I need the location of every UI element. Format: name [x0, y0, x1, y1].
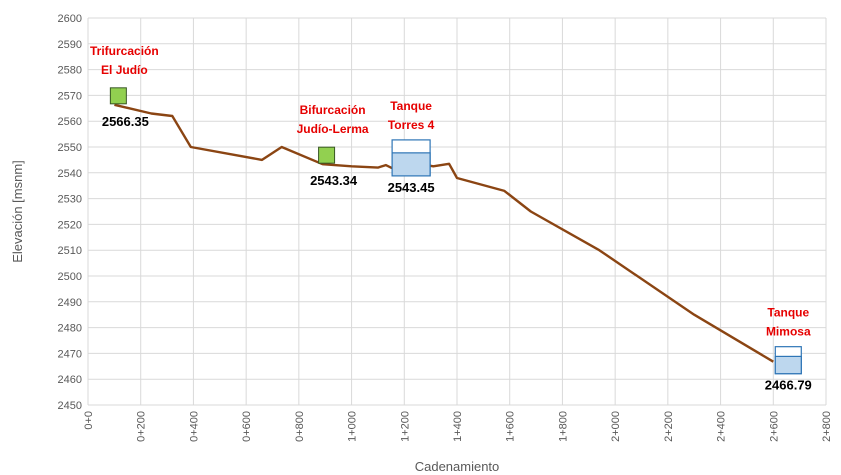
junction-node-marker: [109, 87, 127, 105]
structure-markers: [109, 87, 802, 375]
x-tick-label: 1+600: [505, 411, 517, 442]
y-tick-label: 2520: [58, 219, 82, 231]
x-tick-label: 1+400: [452, 411, 464, 442]
junction-node-marker: [318, 146, 336, 164]
elevation-profile-line: [114, 103, 774, 363]
y-axis-ticks: 2450 2460 2470 2480 2490 2500 2510 2520 2530 2540…: [58, 13, 82, 412]
x-tick-label: 2+200: [663, 411, 675, 442]
x-tick-label: 0+400: [188, 411, 200, 442]
y-tick-label: 2490: [58, 297, 82, 309]
tank-water-level: [774, 355, 802, 375]
elevation-value-label: 2466.79: [765, 378, 812, 393]
y-tick-label: 2510: [58, 245, 82, 257]
y-tick-label: 2560: [58, 116, 82, 128]
elevation-value-label: 2566.35: [102, 114, 149, 129]
y-tick-label: 2600: [58, 13, 82, 25]
y-tick-label: 2570: [58, 90, 82, 102]
x-tick-label: 2+600: [768, 411, 780, 442]
grid-lines: [87, 17, 827, 406]
elevation-value-label: 2543.34: [310, 173, 358, 188]
y-tick-label: 2460: [58, 374, 82, 386]
y-tick-label: 2590: [58, 39, 82, 51]
x-tick-label: 0+200: [136, 411, 148, 442]
structure-name-line-2: Torres 4: [388, 118, 435, 132]
tank-water-level: [391, 152, 431, 177]
structure-name-line-2: Judío-Lerma: [297, 122, 369, 136]
structure-name-line-1: Tanque: [767, 306, 809, 320]
structure-name-line-2: Mimosa: [766, 325, 811, 339]
x-tick-label: 1+000: [347, 411, 359, 442]
x-tick-label: 2+000: [610, 411, 622, 442]
y-axis-title: Elevación [msnm]: [10, 160, 25, 263]
x-tick-label: 2+400: [716, 411, 728, 442]
x-tick-label: 2+800: [821, 411, 833, 442]
x-axis-ticks: 0+0 0+200 0+400 0+600 0+800 1+000 1+200 1+400 1+…: [83, 411, 833, 442]
x-tick-label: 0+600: [241, 411, 253, 442]
y-tick-label: 2550: [58, 142, 82, 154]
structure-name-line-1: Trifurcación: [90, 44, 159, 58]
x-tick-label: 0+0: [83, 411, 95, 430]
y-tick-label: 2540: [58, 168, 82, 180]
annotation-labels: Trifurcación El Judío 2566.35 Bifurcación Ju…: [90, 44, 812, 393]
x-tick-label: 1+800: [557, 411, 569, 442]
elevation-value-label: 2543.45: [388, 180, 435, 195]
y-tick-label: 2480: [58, 323, 82, 335]
x-tick-label: 0+800: [294, 411, 306, 442]
y-tick-label: 2500: [58, 271, 82, 283]
y-tick-label: 2470: [58, 348, 82, 360]
y-tick-label: 2580: [58, 65, 82, 77]
x-axis-title: Cadenamiento: [415, 459, 500, 474]
y-tick-label: 2530: [58, 194, 82, 206]
structure-name-line-1: Tanque: [390, 99, 432, 113]
series-lines: [114, 103, 774, 363]
structure-name-line-2: El Judío: [101, 63, 148, 77]
y-tick-label: 2450: [58, 400, 82, 412]
structure-name-line-1: Bifurcación: [300, 103, 366, 117]
x-tick-label: 1+200: [399, 411, 411, 442]
